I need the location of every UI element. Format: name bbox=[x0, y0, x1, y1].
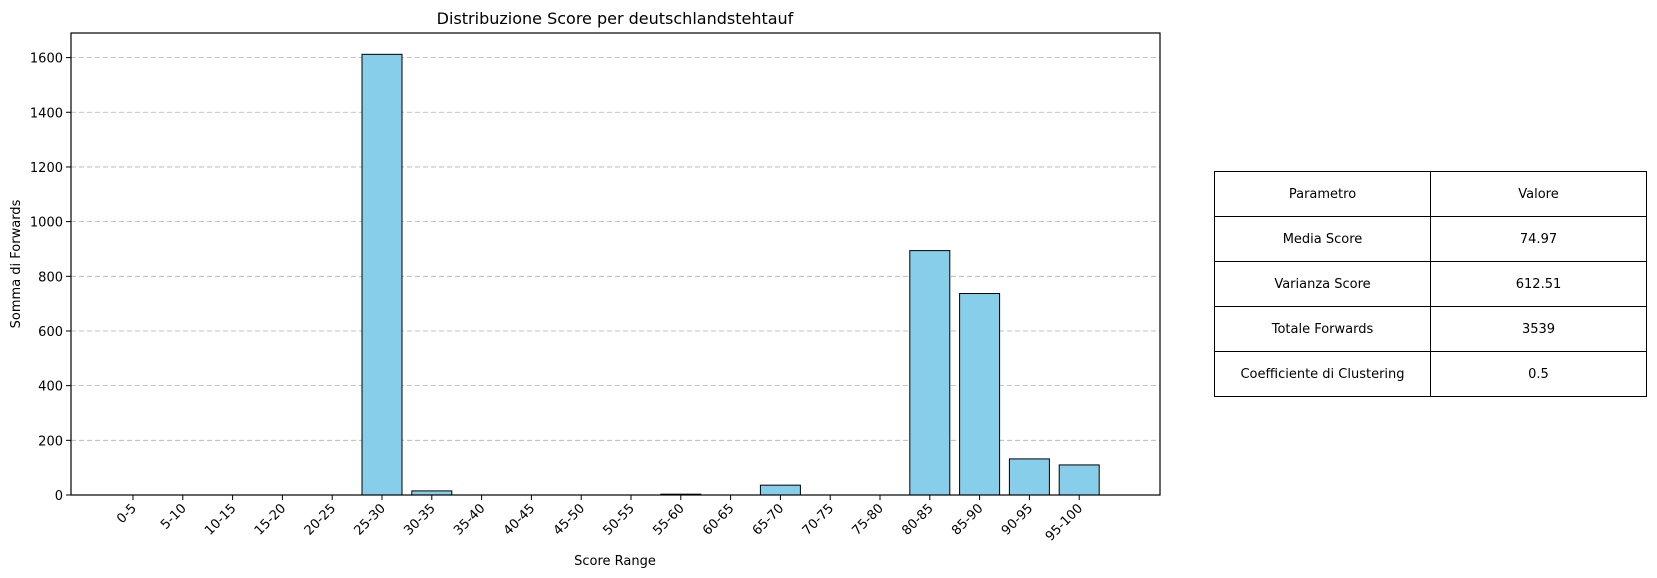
y-tick-label: 1000 bbox=[30, 216, 63, 231]
table-cell-value: 74.97 bbox=[1430, 216, 1647, 262]
x-tick-label: 85-90 bbox=[949, 501, 986, 538]
x-tick-label: 0-5 bbox=[114, 501, 140, 527]
bar bbox=[909, 250, 951, 496]
table-cell-param: Varianza Score bbox=[1214, 261, 1431, 307]
table-cell-param: Media Score bbox=[1214, 216, 1431, 262]
x-tick-label: 40-45 bbox=[501, 501, 538, 538]
x-tick-label: 65-70 bbox=[750, 501, 787, 538]
x-tick-label: 60-65 bbox=[700, 501, 737, 538]
x-tick-label: 35-40 bbox=[451, 501, 488, 538]
stats-table: Parametro Valore Media Score 74.97 Varia… bbox=[1214, 171, 1647, 397]
table-header-cell: Parametro bbox=[1214, 171, 1431, 217]
y-tick-label: 200 bbox=[38, 434, 63, 449]
x-tick-label: 95-100 bbox=[1043, 501, 1086, 544]
y-tick-label: 1200 bbox=[30, 161, 63, 176]
bar bbox=[361, 53, 403, 496]
table-row: Varianza Score 612.51 bbox=[1214, 261, 1647, 307]
x-tick-label: 55-60 bbox=[650, 501, 687, 538]
bar bbox=[1008, 458, 1050, 496]
table-cell-param: Coefficiente di Clustering bbox=[1214, 351, 1431, 397]
bar bbox=[1058, 464, 1100, 496]
x-tick-label: 5-10 bbox=[158, 501, 189, 532]
x-tick-label: 70-75 bbox=[800, 501, 837, 538]
plot-frame bbox=[70, 32, 1161, 496]
bar bbox=[759, 484, 801, 496]
table-header-row: Parametro Valore bbox=[1214, 171, 1647, 217]
y-axis: 0 200 400 600 800 1000 1200 1400 1600 bbox=[30, 52, 71, 504]
y-tick-label: 0 bbox=[55, 489, 63, 504]
x-tick-label: 45-50 bbox=[551, 501, 588, 538]
x-tick-label: 10-15 bbox=[202, 501, 239, 538]
table-row: Totale Forwards 3539 bbox=[1214, 306, 1647, 352]
chart-title: Distribuzione Score per deutschlandsteht… bbox=[437, 9, 794, 28]
x-tick-label: 20-25 bbox=[302, 501, 339, 538]
x-tick-label: 75-80 bbox=[850, 501, 887, 538]
x-tick-label: 80-85 bbox=[899, 501, 936, 538]
table-row: Media Score 74.97 bbox=[1214, 216, 1647, 262]
x-tick-label: 25-30 bbox=[352, 501, 389, 538]
bar bbox=[411, 490, 453, 496]
y-tick-label: 600 bbox=[38, 325, 63, 340]
x-tick-label: 30-35 bbox=[401, 501, 438, 538]
x-axis-label: Score Range bbox=[574, 554, 656, 569]
y-tick-label: 1400 bbox=[30, 106, 63, 121]
table-cell-value: 0.5 bbox=[1430, 351, 1647, 397]
y-tick-label: 1600 bbox=[30, 52, 63, 67]
y-tick-label: 400 bbox=[38, 380, 63, 395]
y-tick-label: 800 bbox=[38, 270, 63, 285]
table-row: Coefficiente di Clustering 0.5 bbox=[1214, 351, 1647, 397]
table-cell-value: 3539 bbox=[1430, 306, 1647, 352]
bars bbox=[361, 53, 1100, 496]
x-tick-label: 90-95 bbox=[999, 501, 1036, 538]
bar bbox=[959, 293, 1001, 496]
table-header-cell: Valore bbox=[1430, 171, 1647, 217]
x-tick-label: 15-20 bbox=[252, 501, 289, 538]
table-cell-value: 612.51 bbox=[1430, 261, 1647, 307]
y-axis-label: Somma di Forwards bbox=[9, 199, 24, 328]
table-cell-param: Totale Forwards bbox=[1214, 306, 1431, 352]
x-tick-label: 50-55 bbox=[601, 501, 638, 538]
x-axis: 0-5 5-10 10-15 15-20 20-25 25-30 30-35 35-40 40-… bbox=[114, 495, 1086, 544]
